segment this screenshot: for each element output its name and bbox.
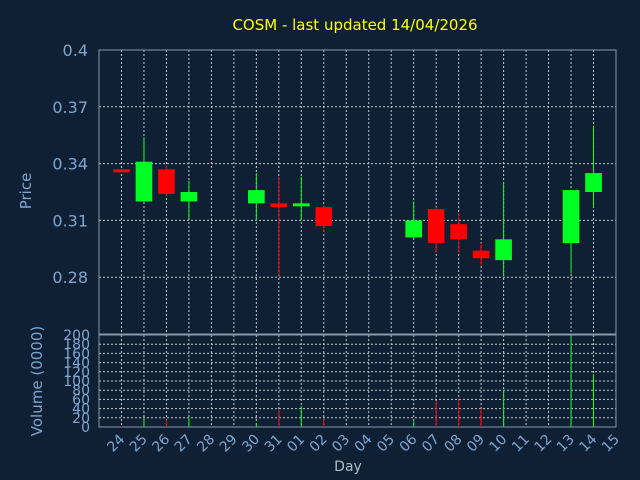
day-tick-label: 08 bbox=[442, 432, 466, 456]
price-tick-label: 0.31 bbox=[52, 211, 88, 230]
price-tick-label: 0.37 bbox=[52, 98, 88, 117]
volume-tick-label: 200 bbox=[63, 328, 90, 344]
day-tick-label: 11 bbox=[509, 432, 533, 456]
day-tick-label: 31 bbox=[262, 432, 286, 456]
candle bbox=[248, 173, 265, 221]
candle bbox=[113, 169, 130, 173]
volume-tick-label: 0 bbox=[81, 420, 90, 436]
candle-body bbox=[450, 224, 467, 240]
candle-body bbox=[180, 192, 198, 202]
volume-bars bbox=[120, 335, 595, 427]
volume-tick-label: 140 bbox=[63, 356, 90, 372]
day-tick-label: 12 bbox=[531, 432, 555, 456]
day-tick-label: 13 bbox=[554, 432, 578, 456]
volume-gridlines bbox=[99, 343, 616, 419]
candle bbox=[135, 137, 153, 204]
day-tick-label: 30 bbox=[239, 432, 263, 456]
price-tick-label: 0.34 bbox=[52, 155, 88, 174]
candle-body bbox=[495, 239, 512, 261]
day-tick-label: 25 bbox=[127, 432, 151, 456]
volume-tick-label: 180 bbox=[63, 337, 90, 353]
volume-axis-label: Volume (0000) bbox=[28, 326, 46, 436]
candle-body bbox=[472, 250, 490, 259]
candle-body bbox=[158, 169, 175, 194]
candle bbox=[270, 176, 288, 276]
price-axis-label: Price bbox=[17, 173, 35, 210]
day-tick-label: 10 bbox=[487, 432, 511, 456]
volume-tick-label: 160 bbox=[63, 346, 90, 362]
volume-tick-label: 20 bbox=[72, 411, 90, 427]
candles bbox=[113, 125, 602, 276]
day-tick-labels: 2425262728293031010203040506070809101112… bbox=[104, 431, 622, 455]
x-axis-label: Day bbox=[334, 459, 362, 475]
price-tick-label: 0.28 bbox=[52, 268, 88, 287]
day-tick-label: 06 bbox=[397, 431, 421, 455]
day-tick-label: 07 bbox=[419, 432, 443, 456]
candle bbox=[427, 207, 445, 253]
candle-body bbox=[405, 220, 423, 238]
candle-body bbox=[270, 203, 288, 208]
price-gridlines bbox=[99, 106, 616, 278]
candle-body bbox=[315, 207, 333, 227]
candle bbox=[158, 165, 175, 196]
volume-panel-frame bbox=[98, 334, 617, 428]
candle-body bbox=[427, 209, 445, 244]
candle bbox=[315, 205, 333, 232]
candle-body bbox=[562, 190, 580, 244]
day-tick-label: 26 bbox=[149, 431, 173, 455]
candle bbox=[405, 201, 423, 240]
price-tick-labels: 0.4 0.37 0.34 0.31 0.28 bbox=[52, 41, 88, 287]
day-tick-label: 04 bbox=[352, 431, 376, 455]
volume-tick-label: 80 bbox=[72, 383, 90, 399]
candle bbox=[292, 176, 310, 221]
day-tick-label: 14 bbox=[576, 431, 600, 455]
candle bbox=[472, 243, 490, 266]
day-tick-label: 01 bbox=[284, 432, 308, 456]
chart-title: COSM - last updated 14/04/2026 bbox=[232, 16, 477, 34]
day-tick-label: 05 bbox=[374, 432, 398, 456]
day-tick-label: 15 bbox=[599, 432, 623, 456]
day-tick-label: 24 bbox=[104, 431, 128, 455]
candle-body bbox=[113, 169, 130, 173]
day-tick-label: 27 bbox=[172, 432, 196, 456]
day-tick-label: 02 bbox=[307, 432, 331, 456]
candle bbox=[562, 190, 580, 274]
price-panel-frame bbox=[98, 49, 617, 335]
day-tick-label: 28 bbox=[194, 432, 218, 456]
candle-body bbox=[585, 173, 602, 192]
candle bbox=[450, 212, 467, 253]
candle bbox=[495, 182, 512, 276]
price-tick-label: 0.4 bbox=[63, 41, 88, 60]
candle-body bbox=[135, 161, 153, 202]
candle-body bbox=[292, 203, 310, 207]
candle bbox=[585, 125, 602, 208]
day-tick-label: 03 bbox=[329, 432, 353, 456]
volume-tick-label: 40 bbox=[72, 402, 90, 418]
day-tick-label: 29 bbox=[217, 432, 241, 456]
volume-tick-label: 60 bbox=[72, 392, 90, 408]
volume-tick-label: 100 bbox=[63, 374, 90, 390]
candle-body bbox=[248, 190, 265, 204]
candle bbox=[180, 180, 198, 219]
day-tick-label: 09 bbox=[464, 432, 488, 456]
volume-tick-label: 120 bbox=[63, 365, 90, 381]
